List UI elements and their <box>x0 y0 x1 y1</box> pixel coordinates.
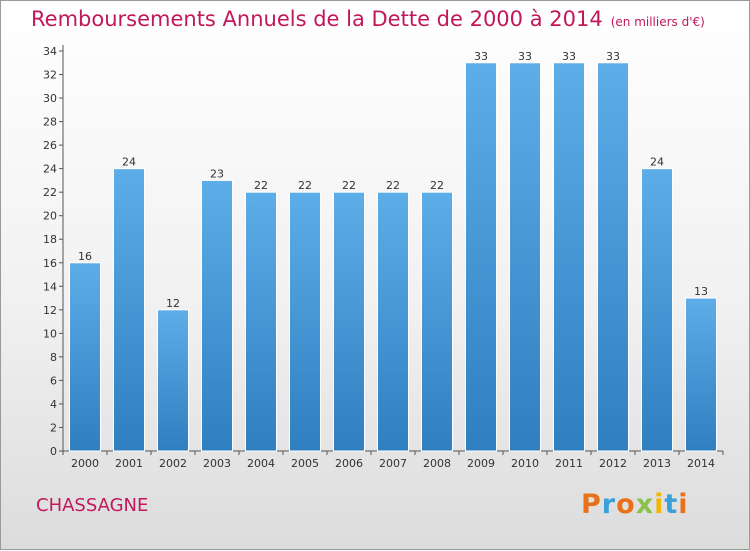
y-tick-label: 28 <box>43 116 57 129</box>
y-tick-label: 22 <box>43 186 57 199</box>
bar-value-label: 33 <box>606 50 620 63</box>
data-labels: 16 24 12 23 22 22 22 22 22 33 33 33 33 24 13 <box>78 50 708 310</box>
y-tick-label: 12 <box>43 304 57 317</box>
x-tick-label: 2005 <box>291 457 319 470</box>
subtitle-text: (en milliers d'€) <box>610 15 705 29</box>
logo-letter: t <box>664 489 679 520</box>
chart-title: Remboursements Annuels de la Dette de 20… <box>31 7 705 31</box>
bar-value-label: 33 <box>474 50 488 63</box>
bar-value-label: 22 <box>386 179 400 192</box>
bar-value-label: 13 <box>694 285 708 298</box>
x-tick-label: 2009 <box>467 457 495 470</box>
bar-2006 <box>333 191 365 452</box>
bar-value-label: 24 <box>650 156 664 169</box>
x-tick-label: 2008 <box>423 457 451 470</box>
x-tick-label: 2010 <box>511 457 539 470</box>
x-tick-label: 2013 <box>643 457 671 470</box>
bar-2004 <box>245 191 277 452</box>
bar-value-label: 22 <box>254 179 268 192</box>
proxiti-logo: Proxiti <box>581 489 689 520</box>
y-tick-label: 26 <box>43 139 57 152</box>
logo-letter: r <box>601 489 617 520</box>
y-tick-label: 14 <box>43 280 57 293</box>
logo-letter: i <box>654 489 665 520</box>
y-tick-label: 8 <box>50 351 57 364</box>
x-tick-label: 2000 <box>71 457 99 470</box>
bar-value-label: 16 <box>78 250 92 263</box>
bar-value-label: 33 <box>562 50 576 63</box>
y-tick-label: 18 <box>43 233 57 246</box>
y-tick-label: 34 <box>43 45 57 58</box>
commune-name: CHASSAGNE <box>36 495 149 516</box>
bar-2011 <box>553 62 585 452</box>
bar-2014 <box>685 297 717 452</box>
y-tick-label: 4 <box>50 398 57 411</box>
bar-2001 <box>113 168 145 452</box>
bar-value-label: 33 <box>518 50 532 63</box>
logo-letter: P <box>581 489 602 520</box>
bar-value-label: 22 <box>430 179 444 192</box>
bar-2013 <box>641 168 673 452</box>
bar-2003 <box>201 179 233 452</box>
y-tick-label: 20 <box>43 210 57 223</box>
x-tick-label: 2012 <box>599 457 627 470</box>
x-tick-label: 2006 <box>335 457 363 470</box>
bar-value-label: 24 <box>122 156 136 169</box>
y-tick-label: 30 <box>43 92 57 105</box>
bar-value-label: 22 <box>342 179 356 192</box>
x-tick-label: 2001 <box>115 457 143 470</box>
x-tick-label: 2004 <box>247 457 275 470</box>
x-tick-label: 2014 <box>687 457 715 470</box>
bar-value-label: 12 <box>166 297 180 310</box>
bar-2009 <box>465 62 497 452</box>
x-tick-label: 2007 <box>379 457 407 470</box>
bar-2000 <box>69 262 101 452</box>
y-tick-label: 10 <box>43 327 57 340</box>
logo-letter: i <box>678 489 689 520</box>
bar-2002 <box>157 309 189 452</box>
bar-2012 <box>597 62 629 452</box>
title-text: Remboursements Annuels de la Dette de 20… <box>31 7 603 31</box>
bar-2005 <box>289 191 321 452</box>
x-tick-label: 2002 <box>159 457 187 470</box>
y-tick-label: 6 <box>50 374 57 387</box>
bar-2010 <box>509 62 541 452</box>
logo-letter: o <box>616 489 636 520</box>
bar-2007 <box>377 191 409 452</box>
y-tick-label: 24 <box>43 163 57 176</box>
bars <box>69 62 717 452</box>
x-tick-label: 2003 <box>203 457 231 470</box>
y-tick-label: 32 <box>43 69 57 82</box>
y-tick-label: 16 <box>43 257 57 270</box>
x-tick-label: 2011 <box>555 457 583 470</box>
bar-value-label: 22 <box>298 179 312 192</box>
bar-2008 <box>421 191 453 452</box>
bar-value-label: 23 <box>210 167 224 180</box>
y-tick-label: 2 <box>50 421 57 434</box>
logo-letter: x <box>635 489 655 520</box>
y-tick-label: 0 <box>50 445 57 458</box>
